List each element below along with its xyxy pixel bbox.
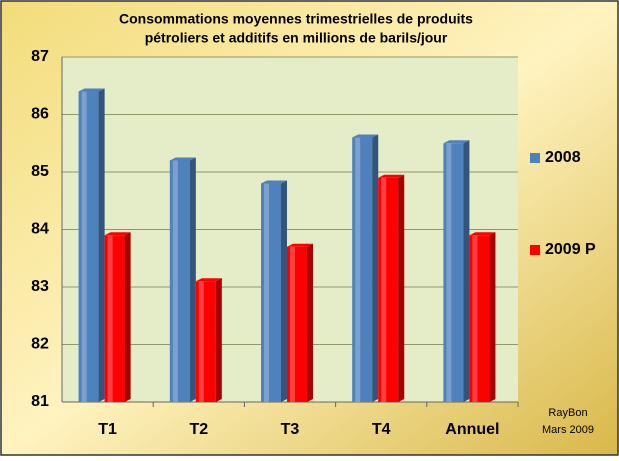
legend-swatch [530, 153, 540, 163]
bar-top [169, 157, 196, 161]
bar-side [398, 174, 405, 402]
bar-highlight [172, 160, 178, 402]
bar-side-shade [489, 232, 496, 402]
bar-top [78, 88, 105, 92]
annotation: Mars 2009 [542, 424, 594, 436]
bar-highlight [381, 177, 387, 402]
bar-side [489, 232, 496, 402]
bar-side-shade [124, 232, 131, 402]
bar-highlight [290, 246, 295, 402]
bar-highlight [355, 137, 361, 402]
bar [169, 160, 190, 402]
bar [469, 235, 490, 402]
bar-highlight [472, 235, 478, 402]
bar-side [372, 134, 379, 402]
bar-highlight [198, 281, 204, 402]
bar [195, 281, 216, 402]
bar [261, 183, 281, 402]
bar-top [469, 232, 496, 236]
bar-side-shade [189, 157, 196, 402]
bar-top [352, 134, 379, 138]
bar [287, 246, 307, 402]
bar-side-shade [215, 278, 222, 402]
annotation: RayBon [548, 407, 587, 419]
legend-label: 2008 [545, 149, 581, 166]
bar-top [443, 140, 470, 144]
chart-title: pétroliers et additifs en millions de ba… [145, 30, 448, 46]
bar-side-shade [307, 243, 313, 402]
bar-top [195, 278, 222, 282]
bar-side-shade [281, 180, 287, 402]
bar-top [261, 180, 287, 184]
bar-side [307, 243, 313, 402]
bar-highlight [81, 91, 87, 402]
bar-side [215, 278, 222, 402]
bar-side-shade [463, 140, 470, 402]
bar [104, 235, 125, 402]
bar [352, 137, 373, 402]
y-tick-label: 82 [31, 336, 49, 353]
y-tick-label: 86 [31, 106, 49, 123]
bar-side-shade [372, 134, 379, 402]
bar-side-shade [98, 88, 105, 402]
bar [443, 143, 464, 402]
chart-title: Consommations moyennes trimestrielles de… [119, 11, 473, 27]
bar-top [104, 232, 131, 236]
bar-highlight [264, 183, 269, 402]
x-tick-label: Annuel [445, 421, 499, 438]
x-tick-label: T1 [98, 421, 117, 438]
bar-side [189, 157, 196, 402]
legend-swatch [530, 245, 540, 255]
y-tick-label: 87 [31, 48, 49, 65]
bar-side [281, 180, 287, 402]
bar [378, 177, 399, 402]
bar-side [124, 232, 131, 402]
bar-highlight [107, 235, 113, 402]
y-tick-label: 85 [31, 163, 49, 180]
bar-side-shade [398, 174, 405, 402]
x-tick-label: T2 [189, 421, 208, 438]
bar-top [287, 243, 313, 247]
y-tick-label: 83 [31, 278, 49, 295]
bar-highlight [446, 143, 452, 402]
bar-side [98, 88, 105, 402]
y-tick-label: 81 [31, 393, 49, 410]
legend-label: 2009 P [545, 241, 596, 258]
bar [78, 91, 99, 402]
bar-side [463, 140, 470, 402]
y-tick-label: 84 [31, 221, 49, 238]
x-tick-label: T4 [372, 421, 391, 438]
x-tick-label: T3 [281, 421, 300, 438]
bar-top [378, 174, 405, 178]
